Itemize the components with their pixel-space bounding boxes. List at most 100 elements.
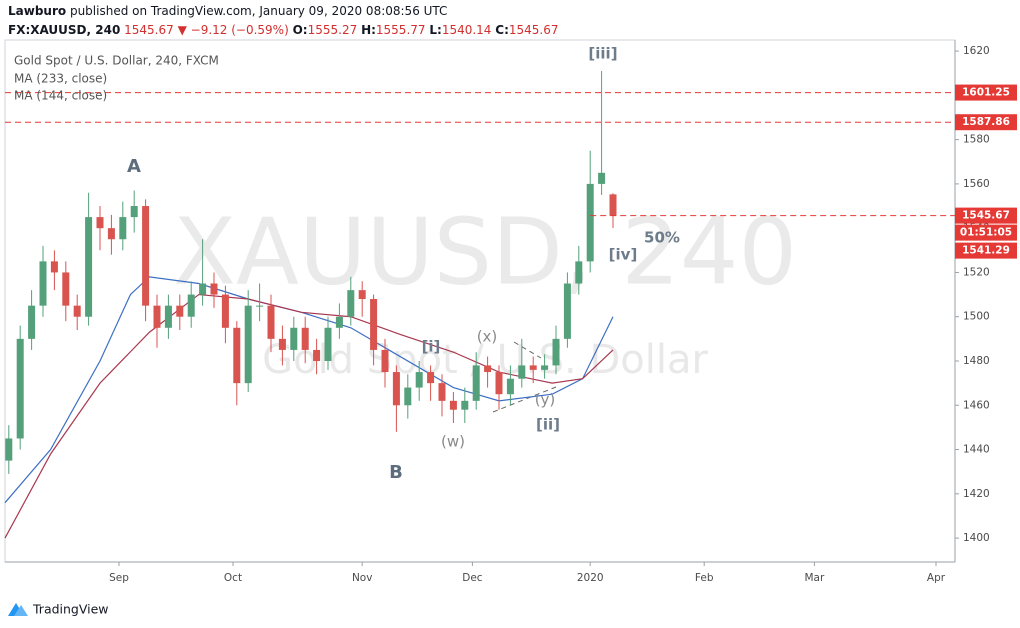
candle [107,214,115,255]
candle [210,272,218,308]
candle-body [529,365,537,370]
wave-label: B [389,462,403,483]
candle [233,321,241,406]
level-price-box [955,84,1017,101]
y-tick-label: 1400 [963,532,990,544]
candle-body [164,305,172,328]
candle [73,294,81,330]
last-price: 1545.67 [955,207,1017,224]
wave-label: (x) [477,328,498,346]
candle-body [427,372,435,384]
candle-body [107,228,115,240]
y-tick-label: 1460 [963,399,990,411]
candle-body [176,305,184,317]
close-value: 1545.67 [509,23,559,37]
candle-body [267,305,275,339]
y-tick-label: 1480 [963,355,990,367]
candle [278,325,286,366]
candle [153,294,161,348]
candle [575,245,583,295]
candle-body [506,378,514,395]
candle-body [187,294,195,317]
legend-entry: MA (144, close) [14,89,107,103]
legend-title: Gold Spot / U.S. Dollar, 240, FXCM [14,54,219,68]
candle [256,283,264,322]
candle-body [563,283,571,339]
wave-label: [ii] [536,416,560,434]
published: published on TradingView.com, January 09… [70,4,447,18]
candle-body [28,305,36,339]
candle-body [50,261,58,273]
x-tick-label: Oct [224,572,242,584]
candle-body [85,217,93,317]
y-tick-label: 1560 [963,178,990,190]
candle-body [609,194,617,216]
candle [324,316,332,370]
low-label: L: [429,23,441,37]
candle-body [5,438,13,461]
moving-average [4,293,614,539]
wave-label: 50% [644,229,680,247]
candle-body [313,349,321,361]
wave-label: [iv] [609,246,638,264]
candle [39,245,47,317]
candle-body [153,305,161,328]
candle-body [73,305,81,317]
candle-body [461,400,469,410]
candle-body [392,372,400,406]
y-tick-label: 1620 [963,45,990,57]
candle [506,365,514,406]
candle [221,285,229,344]
x-tick-label: 2020 [577,572,604,584]
candle-body [130,206,138,218]
candle [62,261,70,322]
candle [85,192,93,326]
candle-body [404,387,412,406]
candle [347,276,355,326]
candle-body [301,327,309,350]
watermark-subtitle: Gold Spot / U.S. Dollar [262,337,708,383]
x-tick-label: Dec [462,572,483,584]
countdown: 01:51:05 [955,224,1017,241]
candle-body [221,294,229,328]
wedge-line [492,386,557,413]
change: −9.12 (−0.59%) [191,23,289,37]
wave-label: A [127,156,141,177]
candle-body [484,365,492,373]
candle-body [199,283,207,295]
candle [461,387,469,423]
close-label: C: [495,23,509,37]
candle [96,206,104,251]
y-tick-label: 1520 [963,266,990,278]
candle [529,356,537,384]
candle [404,374,412,419]
last-price: 1545.67 [124,23,174,37]
high-value: 1555.77 [376,23,426,37]
candle [438,374,446,417]
candle-body [472,365,480,401]
wave-label: (y) [535,391,556,409]
candle-body [381,349,389,373]
countdown-box [955,224,1017,241]
candle [28,290,36,350]
symbol-line: FX:XAUUSD, 240 1545.67 ▼ −9.12 (−0.59%) … [8,23,559,37]
candle-body [210,283,218,295]
candle [495,365,503,410]
candle [16,325,24,450]
candle-body [142,206,150,306]
candle [313,338,321,375]
candle [552,325,560,375]
candle [415,360,423,401]
y-tick-label: 1440 [963,444,990,456]
candle [518,338,526,388]
candle-body [324,327,332,361]
y-tick-label: 1500 [963,311,990,323]
candle [244,290,252,392]
candle [5,425,13,474]
y-tick-label: 1420 [963,488,990,500]
legend-entry: MA (233, close) [14,72,107,86]
bid-price: 1541.29 [955,242,1017,259]
candle-body [39,261,47,306]
candle [449,391,457,423]
low-value: 1540.14 [442,23,492,37]
